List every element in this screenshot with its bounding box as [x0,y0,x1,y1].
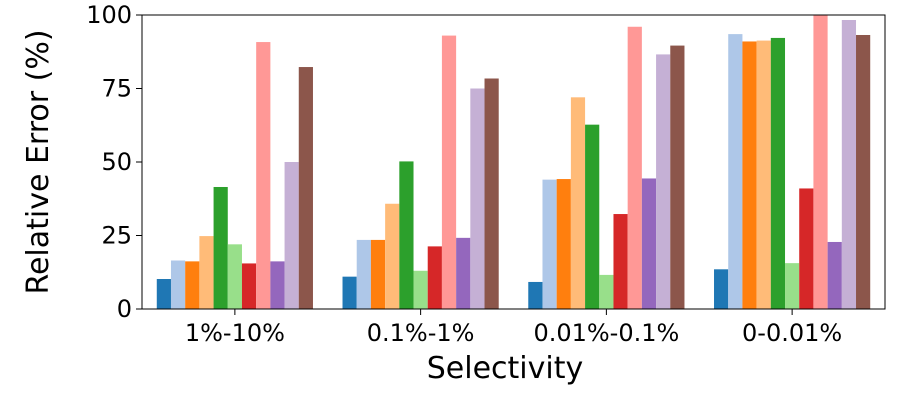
y-tick-label: 25 [101,222,132,250]
bar-1-7 [441,35,457,309]
bar-0-0 [156,279,171,309]
bar-2-0 [528,281,543,309]
bar-1-9 [470,88,485,309]
bar-0-6 [241,263,257,309]
bar-1-0 [342,276,357,309]
bar-3-9 [841,20,857,309]
bar-1-8 [456,237,471,309]
bar-2-2 [556,179,571,309]
y-axis-ticks: 0 25 50 75 100 [86,1,142,323]
bar-3-6 [799,188,814,309]
x-tick-label: 0.1%-1% [367,319,475,347]
bar-2-8 [641,178,657,309]
bar-0-9 [284,162,299,309]
x-axis-label: Selectivity [427,351,584,386]
bar-1-5 [413,270,428,309]
y-tick-label: 50 [101,148,132,176]
bar-3-2 [742,41,757,310]
bar-0-1 [170,260,186,309]
bar-0-10 [298,67,313,309]
bar-2-6 [613,214,628,309]
x-tick-label: 0-0.01% [742,319,842,347]
bar-1-2 [370,239,386,309]
y-tick-label: 100 [86,1,132,29]
bar-2-5 [599,274,614,309]
y-axis-label: Relative Error (%) [21,29,56,294]
bar-2-9 [656,54,671,310]
x-tick-label: 1%-10% [185,319,285,347]
bar-2-3 [570,97,586,309]
bar-0-7 [256,42,271,310]
bar-3-5 [785,263,800,309]
y-tick-label: 75 [101,75,132,103]
bar-3-3 [756,40,771,309]
bar-1-6 [427,246,442,309]
plot-frame [141,14,886,310]
x-tick-label: 0.01%-0.1% [533,319,679,347]
bar-3-10 [856,34,871,310]
bar-0-8 [270,261,285,309]
bar-2-4 [585,124,600,309]
bar-3-0 [714,269,729,309]
bar-group [156,15,871,310]
bar-1-4 [399,161,414,309]
bar-1-1 [356,239,371,309]
bar-2-10 [670,45,685,309]
bar-0-2 [185,261,200,309]
bar-1-10 [484,78,499,309]
bar-3-7 [813,15,828,309]
bar-1-3 [385,203,400,309]
bar-2-7 [627,26,642,309]
bar-3-8 [827,241,842,309]
x-axis-ticks: 1%-10% 0.1%-1% 0.01%-0.1% 0-0.01% [185,309,842,347]
bar-0-4 [213,186,228,309]
bar-0-3 [199,236,214,309]
bar-0-5 [227,244,242,309]
bar-2-1 [542,179,557,309]
y-tick-label: 0 [117,295,132,323]
bar-3-1 [728,34,743,310]
bar-3-4 [770,37,786,310]
